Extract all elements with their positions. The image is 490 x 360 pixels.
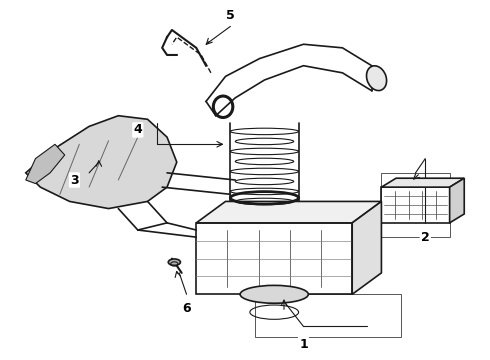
- Bar: [381, 187, 450, 223]
- Polygon shape: [381, 178, 464, 187]
- Text: 2: 2: [421, 231, 430, 244]
- Polygon shape: [26, 116, 177, 208]
- Text: 1: 1: [299, 338, 308, 351]
- Ellipse shape: [367, 66, 387, 91]
- Text: 6: 6: [182, 302, 191, 315]
- Bar: [255, 294, 401, 337]
- Text: 3: 3: [70, 174, 79, 186]
- Text: 5: 5: [226, 9, 235, 22]
- Ellipse shape: [240, 285, 308, 303]
- Polygon shape: [352, 202, 381, 294]
- Polygon shape: [450, 178, 464, 223]
- Polygon shape: [26, 144, 65, 184]
- Bar: [381, 173, 450, 237]
- Bar: [298, 208, 311, 212]
- Polygon shape: [196, 202, 381, 223]
- Text: 4: 4: [133, 123, 142, 136]
- Ellipse shape: [168, 259, 180, 265]
